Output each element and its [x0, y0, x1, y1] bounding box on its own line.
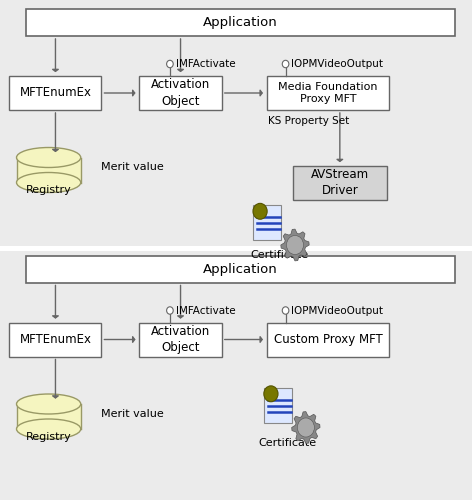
Text: Application: Application: [203, 16, 278, 29]
FancyBboxPatch shape: [253, 205, 281, 240]
Text: Application: Application: [203, 263, 278, 276]
Bar: [9, 322, 101, 356]
Text: KS Property Set: KS Property Set: [268, 116, 349, 126]
Text: Activation
Object: Activation Object: [151, 78, 210, 108]
Ellipse shape: [264, 386, 278, 402]
Text: MFTEnumEx: MFTEnumEx: [19, 333, 92, 346]
Bar: [267, 76, 389, 110]
Text: Registry: Registry: [26, 185, 71, 195]
Text: Media Foundation
Proxy MFT: Media Foundation Proxy MFT: [278, 82, 378, 104]
Text: Custom Proxy MFT: Custom Proxy MFT: [274, 333, 382, 346]
Text: Certificate: Certificate: [259, 438, 317, 448]
Text: MFTEnumEx: MFTEnumEx: [19, 86, 92, 100]
Ellipse shape: [297, 418, 314, 437]
Text: IMFActivate: IMFActivate: [176, 59, 235, 69]
Text: Merit value: Merit value: [101, 162, 164, 172]
Bar: [26, 256, 455, 282]
Ellipse shape: [17, 148, 81, 168]
Bar: [267, 322, 389, 356]
Ellipse shape: [282, 307, 289, 314]
Ellipse shape: [17, 394, 81, 414]
Bar: [17, 158, 81, 182]
Bar: [0, 246, 472, 251]
Text: AVStream
Driver: AVStream Driver: [311, 168, 369, 198]
Text: Certificate: Certificate: [250, 250, 308, 260]
Ellipse shape: [253, 204, 267, 219]
Polygon shape: [292, 412, 320, 444]
Polygon shape: [281, 229, 309, 261]
Ellipse shape: [282, 60, 289, 68]
Text: Merit value: Merit value: [101, 409, 164, 419]
Bar: [26, 10, 455, 36]
Text: Activation
Object: Activation Object: [151, 325, 210, 354]
Bar: [139, 322, 222, 356]
Text: Registry: Registry: [26, 432, 71, 442]
Bar: [17, 404, 81, 429]
Ellipse shape: [17, 172, 81, 193]
Text: IOPMVideoOutput: IOPMVideoOutput: [291, 306, 383, 316]
Text: IOPMVideoOutput: IOPMVideoOutput: [291, 59, 383, 69]
FancyBboxPatch shape: [264, 388, 292, 422]
Ellipse shape: [167, 307, 173, 314]
Ellipse shape: [17, 419, 81, 439]
Ellipse shape: [167, 60, 173, 68]
Bar: [0, 250, 472, 500]
Bar: [9, 76, 101, 110]
Ellipse shape: [287, 236, 303, 255]
Bar: [0, 0, 472, 248]
Bar: [139, 76, 222, 110]
Bar: [293, 166, 387, 200]
Text: IMFActivate: IMFActivate: [176, 306, 235, 316]
